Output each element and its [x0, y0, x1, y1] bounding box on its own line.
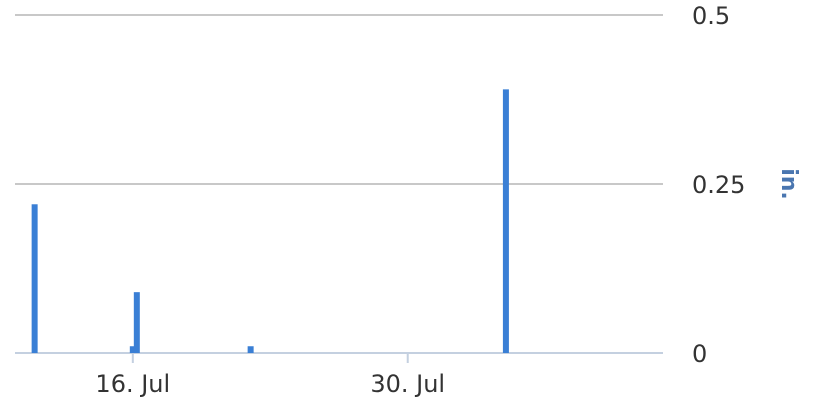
grid-lines [15, 14, 663, 354]
y-axis-title: in. [776, 168, 801, 200]
bars [31, 89, 509, 354]
bar[interactable] [31, 204, 38, 353]
y-tick-label: 0.25 [692, 171, 745, 199]
x-axis: 16. Jul 30. Jul [95, 353, 445, 398]
y-tick-label: 0 [692, 340, 707, 368]
bar[interactable] [247, 346, 254, 353]
y-axis-labels: 0.5 0.25 0 [692, 2, 745, 368]
bar[interactable] [129, 346, 136, 353]
y-tick-label: 0.5 [692, 2, 730, 30]
bar[interactable] [502, 89, 509, 354]
x-tick-label: 30. Jul [370, 370, 445, 398]
bar[interactable] [133, 292, 140, 353]
x-tick-label: 16. Jul [95, 370, 170, 398]
